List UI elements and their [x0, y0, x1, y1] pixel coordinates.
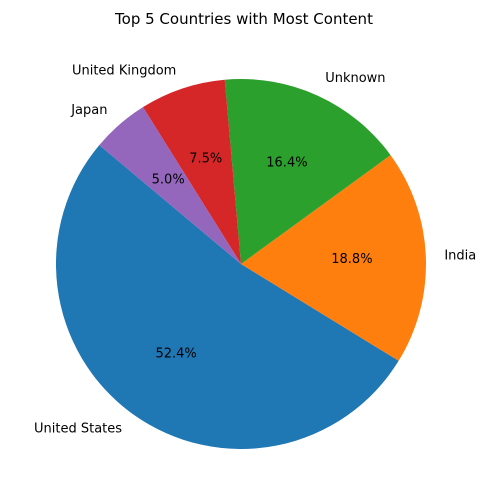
slice-label-united-states: United States — [34, 422, 122, 437]
chart-title: Top 5 Countries with Most Content — [114, 10, 373, 28]
slice-label-unknown: Unknown — [325, 71, 385, 86]
slice-percent-india: 18.8% — [331, 252, 372, 267]
slice-label-japan: Japan — [70, 103, 107, 118]
pie-labels: United States 52.4% India 18.8% Unknown 16.4%… — [34, 64, 476, 437]
slice-percent-unknown: 16.4% — [266, 155, 307, 170]
slice-percent-united-kingdom: 7.5% — [189, 151, 222, 166]
pie-slice-india — [241, 155, 427, 361]
slice-label-india: India — [444, 248, 476, 263]
pie-slices — [56, 79, 427, 449]
pie-slice-united-kingdom — [142, 79, 241, 264]
slice-percent-united-states: 52.4% — [155, 347, 196, 362]
slice-label-united-kingdom: United Kingdom — [72, 64, 176, 79]
pie-slice-japan — [99, 107, 242, 264]
pie-slice-unknown — [224, 79, 391, 265]
pie-slice-united-states — [56, 145, 399, 449]
slice-percent-japan: 5.0% — [152, 173, 185, 188]
